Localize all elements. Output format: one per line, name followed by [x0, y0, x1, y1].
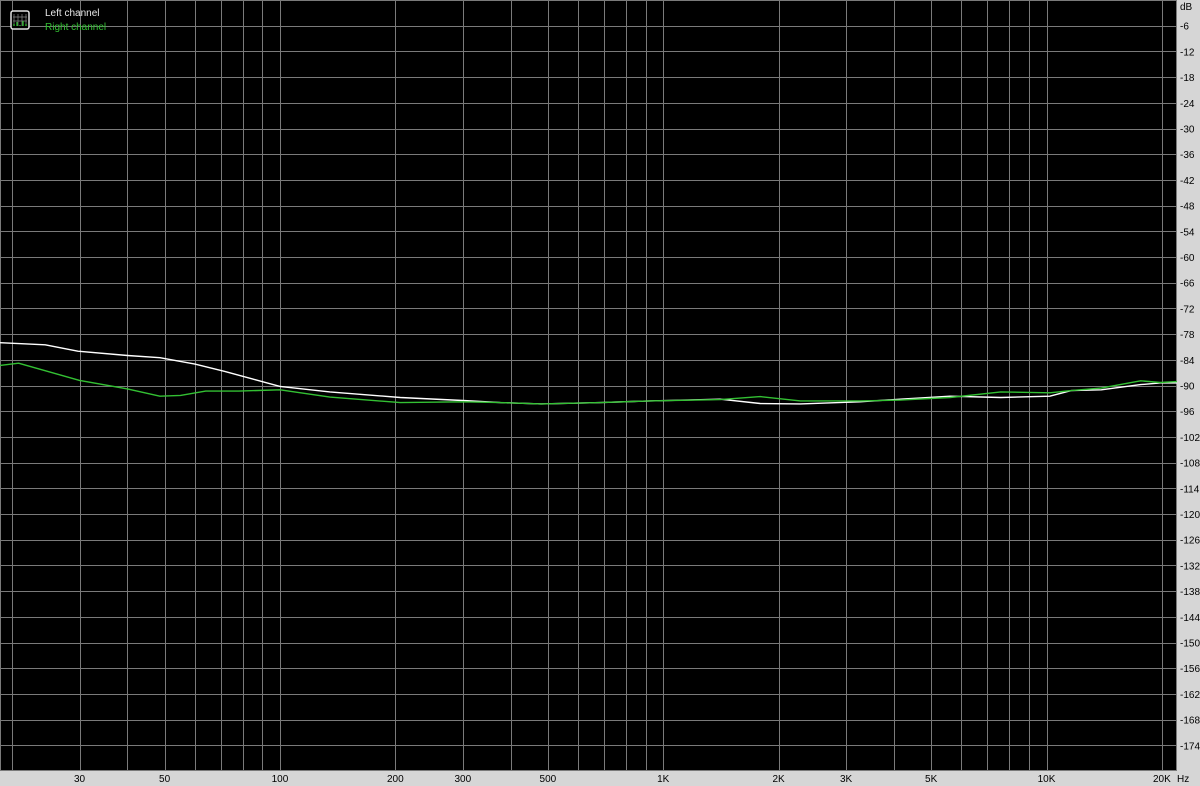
- plot-area: [0, 0, 1177, 771]
- y-tick-label: -168: [1180, 716, 1200, 727]
- y-tick-label: -6: [1180, 22, 1189, 33]
- legend-right-channel: Right channel: [45, 22, 106, 33]
- y-tick-label: -102: [1180, 433, 1200, 444]
- x-tick-label: 5K: [925, 774, 938, 785]
- x-axis-unit: Hz: [1177, 774, 1189, 785]
- y-tick-label: -138: [1180, 587, 1200, 598]
- y-tick-label: -108: [1180, 459, 1200, 470]
- x-tick-label: 30: [74, 774, 86, 785]
- y-axis-unit: dB: [1180, 2, 1193, 13]
- y-tick-label: -126: [1180, 536, 1200, 547]
- x-tick-label: 200: [387, 774, 404, 785]
- y-tick-label: -78: [1180, 330, 1195, 341]
- y-tick-label: -144: [1180, 613, 1200, 624]
- y-tick-label: -174: [1180, 741, 1200, 752]
- legend-left-channel: Left channel: [45, 8, 100, 19]
- y-tick-label: -72: [1180, 304, 1195, 315]
- y-tick-label: -36: [1180, 150, 1195, 161]
- y-tick-label: -12: [1180, 47, 1195, 58]
- y-tick-label: -162: [1180, 690, 1200, 701]
- x-tick-label: 300: [454, 774, 471, 785]
- plot-border: [0, 0, 1177, 771]
- series-group: [0, 342, 1178, 405]
- x-tick-label: 1K: [657, 774, 670, 785]
- legend: Left channel Right channel: [10, 8, 106, 33]
- x-tick-label: 500: [540, 774, 557, 785]
- y-tick-label: -132: [1180, 561, 1200, 572]
- x-tick-label: 3K: [840, 774, 853, 785]
- y-tick-label: -96: [1180, 407, 1195, 418]
- y-tick-label: -90: [1180, 382, 1195, 393]
- y-tick-label: -66: [1180, 279, 1195, 290]
- x-axis: 30 50 100 200 300 500 1K 2K 3K 5K 10K 20K: [74, 774, 1171, 785]
- y-tick-label: -54: [1180, 227, 1195, 238]
- y-tick-label: -18: [1180, 73, 1195, 84]
- y-tick-label: -84: [1180, 356, 1195, 367]
- x-tick-label: 10K: [1038, 774, 1056, 785]
- y-tick-label: -24: [1180, 99, 1195, 110]
- y-axis: -6 -12 -18 -24 -30 -36 -42 -48 -54 -60 -66 -72 -78 -8…: [1180, 22, 1200, 753]
- spectrum-chart-icon: [10, 10, 30, 30]
- x-tick-label: 50: [159, 774, 171, 785]
- x-tick-label: 20K: [1153, 774, 1171, 785]
- right-channel-line: [0, 362, 1178, 405]
- y-tick-label: -42: [1180, 176, 1195, 187]
- y-tick-label: -60: [1180, 253, 1195, 264]
- y-tick-label: -30: [1180, 125, 1195, 136]
- grid: [0, 0, 1177, 771]
- x-tick-label: 100: [272, 774, 289, 785]
- y-tick-label: -120: [1180, 510, 1200, 521]
- y-tick-label: -114: [1180, 484, 1200, 495]
- x-tick-label: 2K: [773, 774, 786, 785]
- y-tick-label: -150: [1180, 639, 1200, 650]
- y-tick-label: -156: [1180, 664, 1200, 675]
- y-tick-label: -48: [1180, 202, 1195, 213]
